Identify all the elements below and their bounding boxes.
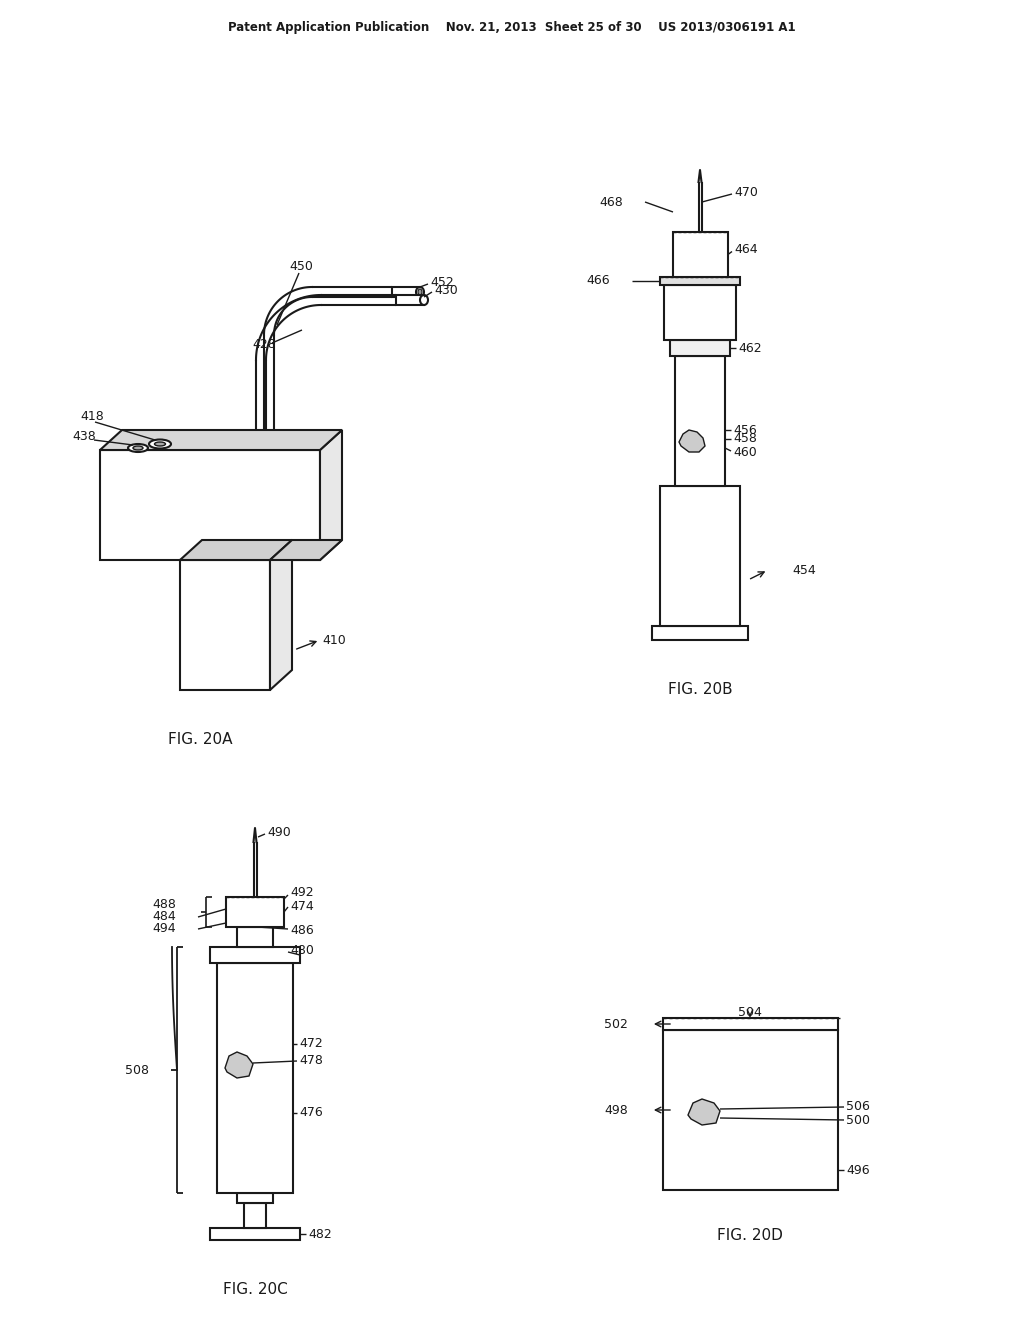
Ellipse shape [128,444,148,451]
Text: 494: 494 [153,923,176,936]
Bar [663,1030,838,1191]
Bar [226,898,284,927]
Bar [237,1193,273,1203]
Ellipse shape [418,289,422,294]
Text: 506: 506 [846,1101,869,1114]
Text: 430: 430 [434,284,458,297]
Text: FIG. 20D: FIG. 20D [717,1228,783,1242]
Bar [210,1228,300,1239]
Ellipse shape [416,286,424,297]
Bar [663,1018,838,1030]
Polygon shape [225,1052,253,1078]
Text: 478: 478 [299,1053,323,1067]
Polygon shape [100,430,342,450]
Text: 464: 464 [734,243,758,256]
Text: 454: 454 [792,564,816,577]
Bar [664,285,736,341]
Text: 472: 472 [299,1038,323,1049]
Bar [660,277,740,285]
Bar [210,946,300,964]
Text: 438: 438 [72,429,96,442]
Text: 468: 468 [599,195,623,209]
Text: 500: 500 [846,1114,870,1127]
Text: 480: 480 [290,945,314,957]
Text: 476: 476 [299,1106,323,1119]
Bar [652,626,748,640]
Bar [100,450,319,560]
Bar [237,927,273,946]
Text: 508: 508 [125,1064,150,1077]
Bar [244,1203,266,1228]
Text: 466: 466 [587,275,610,288]
Text: 486: 486 [290,924,313,937]
Text: 458: 458 [733,432,757,445]
Text: 474: 474 [290,900,313,913]
Polygon shape [270,540,342,560]
Polygon shape [180,540,292,560]
Text: 502: 502 [604,1018,628,1031]
Bar [673,232,728,277]
Text: FIG. 20C: FIG. 20C [222,1283,288,1298]
Ellipse shape [155,442,166,446]
Text: 428: 428 [252,338,275,351]
Text: 492: 492 [290,887,313,899]
Text: Patent Application Publication    Nov. 21, 2013  Sheet 25 of 30    US 2013/03061: Patent Application Publication Nov. 21, … [228,21,796,33]
Text: FIG. 20B: FIG. 20B [668,682,732,697]
Text: 410: 410 [322,634,346,647]
Bar [217,964,293,1193]
Polygon shape [688,1100,720,1125]
Ellipse shape [150,440,171,449]
Text: 418: 418 [80,409,103,422]
Text: 482: 482 [308,1228,332,1241]
Bar [670,341,730,356]
Text: 456: 456 [733,425,757,437]
Polygon shape [319,430,342,560]
Text: 490: 490 [267,825,291,838]
Text: 484: 484 [153,911,176,924]
Bar [396,294,424,305]
Text: 504: 504 [738,1006,762,1019]
Text: FIG. 20A: FIG. 20A [168,733,232,747]
Text: 498: 498 [604,1104,628,1117]
Text: 470: 470 [734,186,758,198]
Text: 452: 452 [430,276,454,289]
Text: 488: 488 [153,899,176,912]
Polygon shape [679,430,705,451]
Bar [675,356,725,486]
Bar [180,560,270,690]
Text: 462: 462 [738,342,762,355]
Ellipse shape [133,446,143,450]
Text: 460: 460 [733,446,757,458]
Bar [660,486,740,626]
Text: 450: 450 [289,260,313,273]
Text: 496: 496 [846,1163,869,1176]
Ellipse shape [420,294,428,305]
Bar [392,286,420,297]
Polygon shape [270,540,292,690]
